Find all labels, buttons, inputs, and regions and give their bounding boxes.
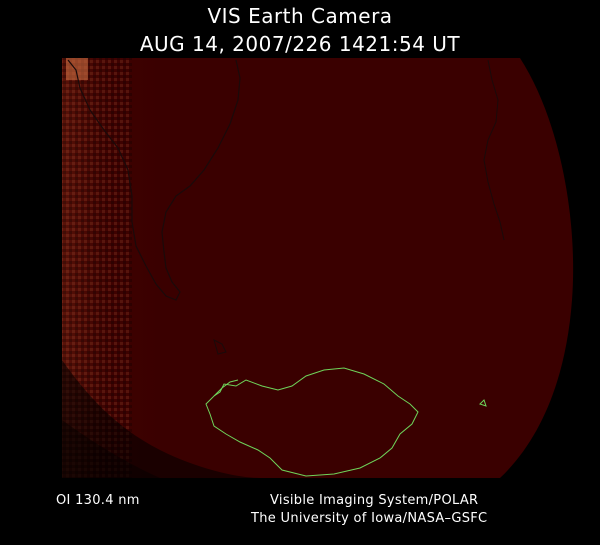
south-america-coastline	[67, 59, 241, 301]
institution-credit: The University of Iowa/NASA–GSFC	[251, 511, 488, 526]
island-green	[479, 399, 487, 407]
image-timestamp: AUG 14, 2007/226 1421:54 UT	[139, 32, 461, 56]
filter-wavelength-label: OI 130.4 nm	[56, 493, 140, 508]
island	[213, 339, 227, 355]
instrument-credit: Visible Imaging System/POLAR	[270, 493, 479, 508]
image-title: VIS Earth Camera	[207, 4, 393, 28]
antarctic-peninsula	[213, 379, 239, 397]
antarctica-coastline	[205, 367, 419, 477]
africa-coastline	[483, 59, 505, 241]
